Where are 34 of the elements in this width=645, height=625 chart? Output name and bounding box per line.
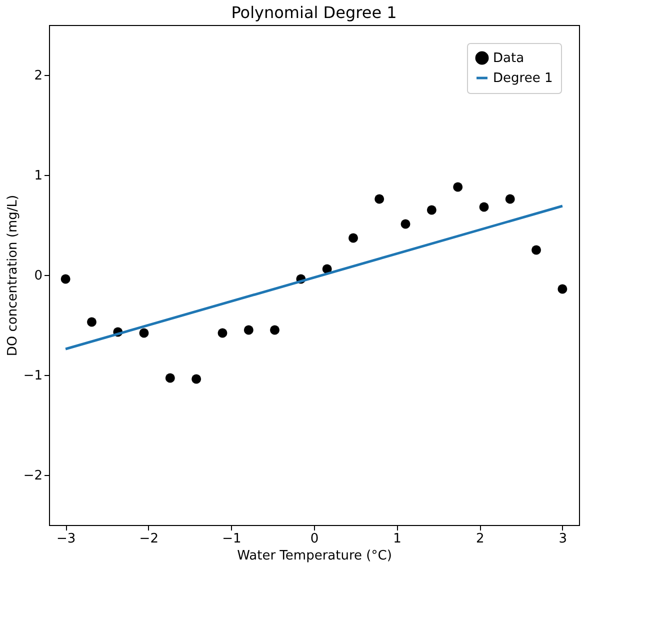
y-tick-label: −1 xyxy=(23,368,42,384)
point xyxy=(532,245,542,255)
point xyxy=(60,274,70,284)
point xyxy=(400,219,410,229)
y-tick-label: −2 xyxy=(23,468,42,484)
point xyxy=(270,325,280,335)
y-tick-label: 1 xyxy=(34,168,42,184)
point xyxy=(218,328,228,338)
x-tick-label: 0 xyxy=(310,532,319,546)
point xyxy=(86,317,96,327)
legend-label: Data xyxy=(493,51,524,66)
point xyxy=(558,284,568,294)
legend-label: Degree 1 xyxy=(493,71,553,86)
point xyxy=(165,373,175,383)
point xyxy=(426,205,436,215)
y-tick-label: 0 xyxy=(34,268,42,284)
x-tick-label: −1 xyxy=(222,532,242,546)
x-tick-label: 2 xyxy=(476,532,484,546)
chart-title: Polynomial Degree 1 xyxy=(231,3,397,22)
x-axis-title: Water Temperature (°C) xyxy=(237,548,392,564)
x-tick-label: −2 xyxy=(139,532,158,546)
y-axis-title: DO concentration (mg/L) xyxy=(5,194,20,356)
x-tick-label: −3 xyxy=(56,532,76,546)
point xyxy=(139,328,149,338)
point xyxy=(505,194,515,204)
point xyxy=(192,374,202,384)
point xyxy=(244,325,254,335)
x-tick-label: 1 xyxy=(393,532,402,546)
y-tick-label: 2 xyxy=(34,68,42,84)
point xyxy=(348,233,358,243)
point xyxy=(453,182,463,192)
x-tick-label: 3 xyxy=(558,532,568,546)
point xyxy=(479,202,489,212)
point xyxy=(374,194,384,204)
